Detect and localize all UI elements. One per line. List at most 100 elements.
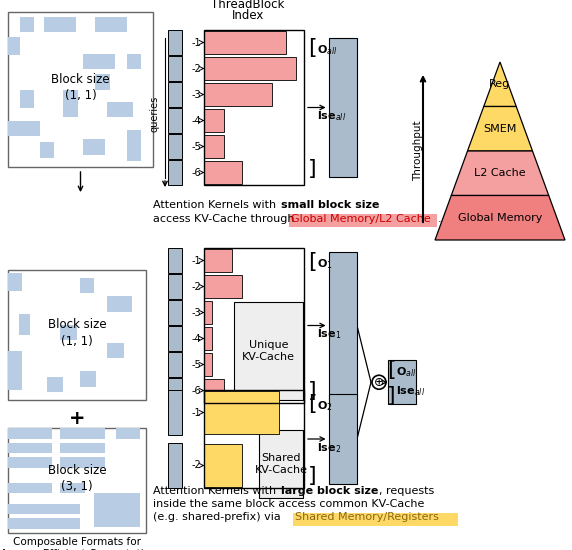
Text: .: . <box>438 214 442 224</box>
Bar <box>61 324 77 340</box>
Text: Throughput: Throughput <box>413 120 423 182</box>
Text: ]: ] <box>308 466 317 486</box>
Bar <box>127 130 141 161</box>
Bar <box>168 30 182 55</box>
Bar <box>168 378 182 403</box>
Bar <box>108 343 124 359</box>
Text: -2: -2 <box>191 282 201 292</box>
Bar <box>204 135 224 158</box>
Bar <box>40 142 54 158</box>
Bar <box>8 458 52 468</box>
Bar <box>8 428 146 533</box>
Bar <box>204 353 212 376</box>
Polygon shape <box>467 107 533 151</box>
Bar <box>8 270 146 400</box>
Text: Global Memory/L2 Cache: Global Memory/L2 Cache <box>291 214 431 224</box>
Bar <box>204 161 242 184</box>
Bar <box>204 31 286 54</box>
Bar <box>204 390 304 488</box>
Bar <box>168 300 182 325</box>
Bar <box>204 379 224 402</box>
Bar <box>94 493 141 527</box>
Bar <box>168 134 182 159</box>
Bar <box>61 443 105 453</box>
Text: $\mathbf{lse}_{all}$: $\mathbf{lse}_{all}$ <box>396 384 425 398</box>
Text: access KV-Cache through: access KV-Cache through <box>153 214 298 224</box>
Bar <box>204 327 212 350</box>
Bar <box>168 56 182 81</box>
Text: -6: -6 <box>192 168 201 178</box>
Bar <box>116 428 141 438</box>
Bar <box>204 57 296 80</box>
Bar <box>8 504 80 514</box>
Text: -3: -3 <box>192 307 201 317</box>
Bar <box>259 430 303 498</box>
Text: -5: -5 <box>191 360 201 370</box>
Text: KV-Cache: KV-Cache <box>242 352 295 362</box>
Bar <box>204 275 242 298</box>
Bar <box>168 326 182 351</box>
Text: +: + <box>69 409 85 427</box>
Text: Attention Kernels with: Attention Kernels with <box>153 486 280 496</box>
Bar <box>329 394 357 484</box>
Bar <box>8 273 22 291</box>
Bar <box>293 513 458 526</box>
Bar <box>80 278 94 293</box>
Text: [: [ <box>308 394 317 414</box>
Text: Unique: Unique <box>249 340 288 350</box>
Text: Shared Memory/Registers: Shared Memory/Registers <box>295 512 439 522</box>
Bar <box>44 16 76 32</box>
Text: $\mathbf{lse}_1$: $\mathbf{lse}_1$ <box>317 327 341 342</box>
Bar <box>8 428 52 438</box>
Bar <box>329 38 357 177</box>
Bar <box>61 482 85 493</box>
Bar <box>289 214 437 227</box>
Bar <box>47 377 63 392</box>
Bar <box>168 443 182 488</box>
Text: small block size: small block size <box>281 200 379 210</box>
Bar <box>168 108 182 133</box>
Bar <box>388 360 416 404</box>
Text: SMEM: SMEM <box>483 124 517 134</box>
Bar <box>61 428 105 438</box>
Polygon shape <box>435 195 565 240</box>
Text: $\mathbf{O}_1$: $\mathbf{O}_1$ <box>317 257 333 271</box>
Bar <box>204 301 212 324</box>
Bar <box>95 16 127 32</box>
Text: ]: ] <box>308 159 317 179</box>
Text: [: [ <box>308 38 317 58</box>
Bar <box>19 314 30 335</box>
Text: Composable Formats for: Composable Formats for <box>13 537 141 547</box>
Text: (1, 1): (1, 1) <box>61 334 93 348</box>
Bar <box>127 54 141 69</box>
Text: L2 Cache: L2 Cache <box>474 168 526 178</box>
Text: Block size: Block size <box>51 73 110 86</box>
Bar <box>168 352 182 377</box>
Bar <box>204 83 272 106</box>
Text: $\mathbf{O}_{all}$: $\mathbf{O}_{all}$ <box>396 365 416 379</box>
Bar <box>84 139 105 155</box>
Text: large block size: large block size <box>281 486 378 496</box>
Text: -1: -1 <box>192 408 201 417</box>
Text: Attention Kernels with: Attention Kernels with <box>153 200 280 210</box>
Polygon shape <box>451 151 549 195</box>
Text: ThreadBlock: ThreadBlock <box>211 0 285 11</box>
Bar <box>168 274 182 299</box>
Text: , requests: , requests <box>379 486 434 496</box>
Text: $\mathbf{lse}_{all}$: $\mathbf{lse}_{all}$ <box>317 109 346 123</box>
Text: $\mathbf{O}_{all}$: $\mathbf{O}_{all}$ <box>317 43 337 57</box>
Bar <box>108 296 132 312</box>
Bar <box>168 390 182 435</box>
Bar <box>19 90 34 108</box>
Text: -6: -6 <box>192 386 201 395</box>
Bar <box>8 120 40 136</box>
Bar <box>8 482 52 493</box>
Text: -2: -2 <box>191 460 201 470</box>
Text: Shared: Shared <box>261 453 301 463</box>
Bar <box>8 443 52 453</box>
Text: -3: -3 <box>192 90 201 100</box>
Bar <box>204 30 304 185</box>
Bar <box>168 82 182 107</box>
Text: Global Memory: Global Memory <box>458 213 542 223</box>
Text: KV-Cache: KV-Cache <box>255 465 308 475</box>
